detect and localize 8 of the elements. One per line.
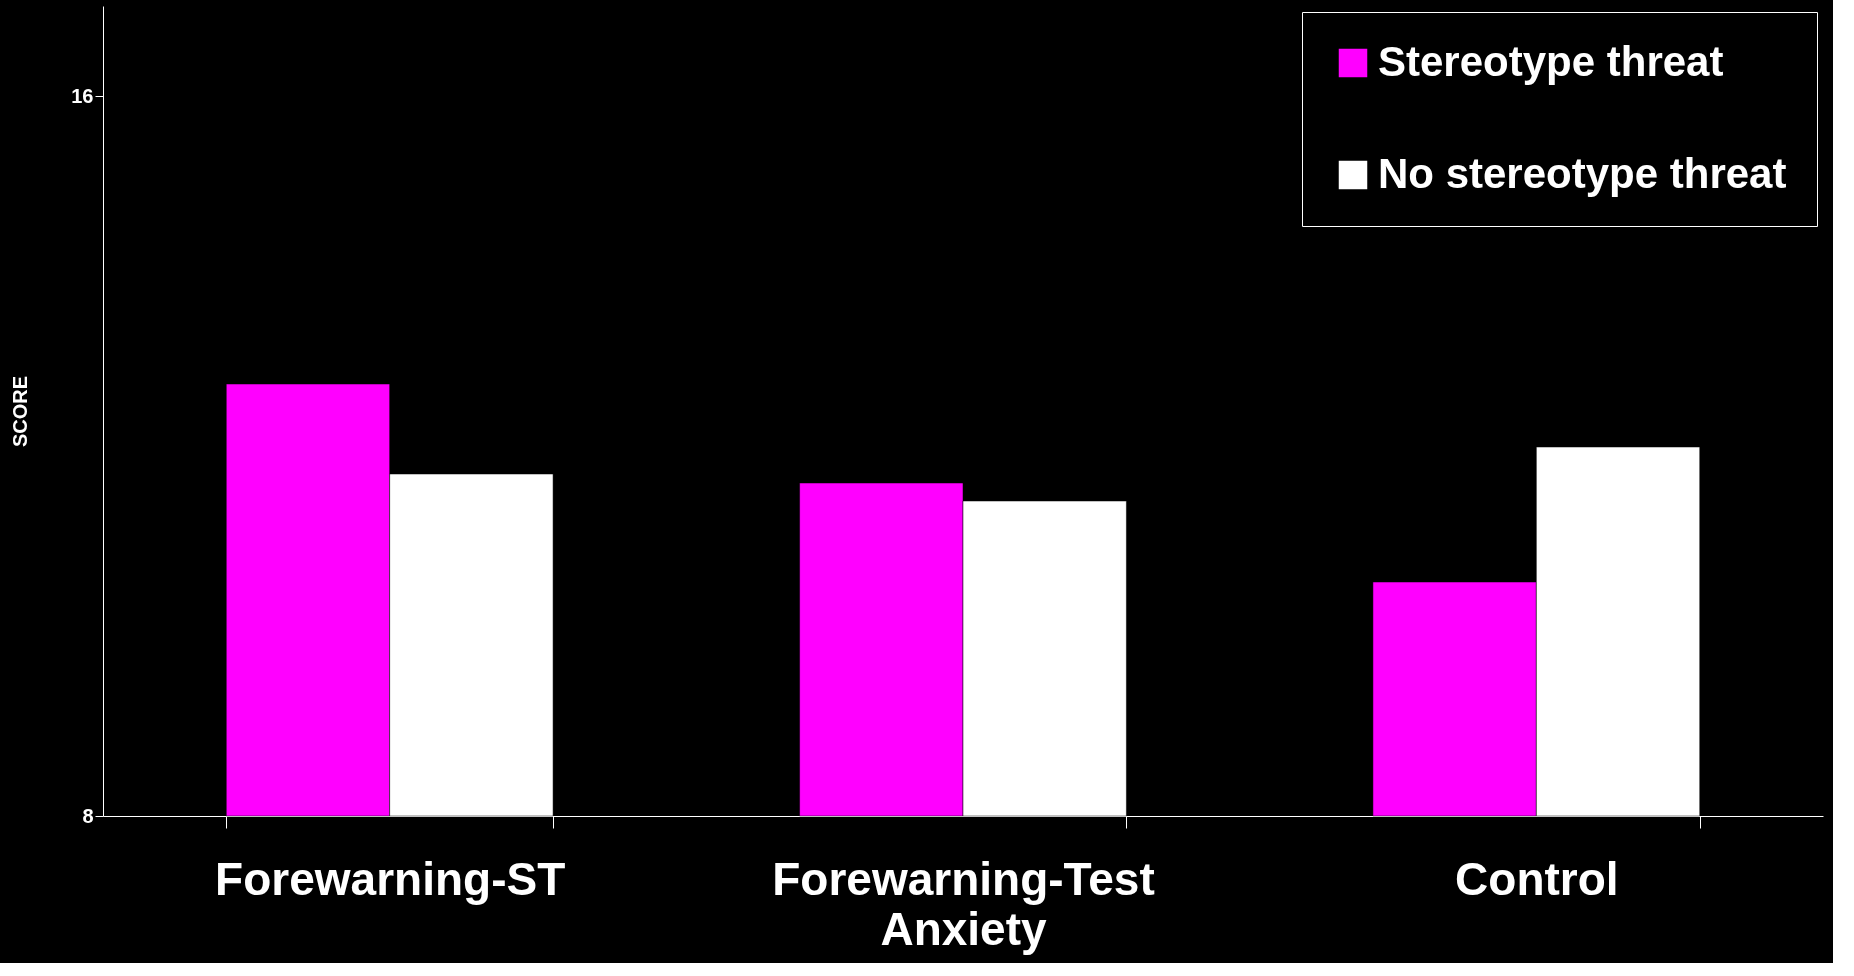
y-tick-label: 8 bbox=[82, 804, 94, 827]
legend-label: Stereotype threat bbox=[1378, 38, 1724, 85]
y-axis-title: SCORE bbox=[9, 375, 32, 448]
x-tick-label: Control bbox=[1455, 852, 1619, 905]
x-tick-label: Forewarning-Test Anxiety bbox=[772, 852, 1155, 955]
legend-label: No stereotype threat bbox=[1378, 150, 1787, 197]
y-tick-label: 16 bbox=[71, 84, 94, 107]
x-tick-label: Forewarning-ST bbox=[215, 852, 566, 905]
